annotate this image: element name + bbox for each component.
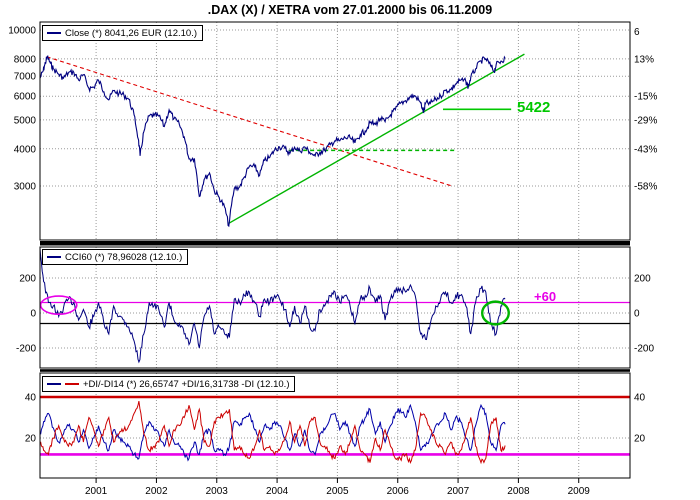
- di-y-left-label: 20: [25, 434, 37, 445]
- chart-title: .DAX (X) / XETRA vom 27.01.2000 bis 06.1…: [207, 3, 493, 17]
- di-y-right-label: 20: [634, 434, 646, 445]
- cci-line-sample-icon: [47, 256, 61, 258]
- di-line: [40, 400, 506, 465]
- minus-di-line-sample-icon: [65, 383, 79, 385]
- legend-price-label: Close (*) 8041,26 EUR (12.10.): [65, 27, 198, 39]
- x-axis-year-label: 2009: [568, 486, 591, 497]
- x-axis-year-label: 2008: [507, 486, 530, 497]
- legend-cci[interactable]: CCI60 (*) 78,96028 (12.10.): [42, 249, 189, 265]
- cci-level-annotation[interactable]: +60: [534, 289, 557, 304]
- legend-di-label: +DI/-DI14 (*) 26,65747 +DI/16,31738 -DI …: [83, 378, 290, 390]
- x-axis-year-label: 2005: [326, 486, 349, 497]
- cci-panel: [40, 248, 630, 364]
- cci-y-left-label: -200: [16, 344, 36, 355]
- legend-cci-label: CCI60 (*) 78,96028 (12.10.): [65, 251, 183, 263]
- price-y-left-label: 5000: [14, 115, 37, 126]
- close-line: [40, 55, 506, 228]
- price-panel-border: [39, 21, 631, 241]
- panel-separator: [40, 369, 630, 372]
- cci-highlight-ellipse-0[interactable]: [40, 295, 78, 316]
- cci-y-right-label: -200: [634, 344, 654, 355]
- legend-di[interactable]: +DI/-DI14 (*) 26,65747 +DI/16,31738 -DI …: [42, 376, 296, 392]
- cci60-line: [40, 248, 506, 364]
- legend-price[interactable]: Close (*) 8041,26 EUR (12.10.): [42, 25, 204, 41]
- x-axis-year-label: 2006: [387, 486, 410, 497]
- di-y-left-label: 40: [25, 393, 37, 404]
- cci-highlight-ellipse-1[interactable]: [480, 300, 510, 326]
- cci-y-right-label: 0: [634, 309, 640, 320]
- x-axis-year-label: 2004: [266, 486, 289, 497]
- axis-labels: 10000800070006000500040003000613%-15%-29…: [8, 26, 657, 498]
- price-level-annotation[interactable]: 5422: [517, 99, 551, 116]
- x-axis-year-label: 2003: [206, 486, 229, 497]
- di-y-right-label: 40: [634, 393, 646, 404]
- price-y-right-label: -15%: [634, 92, 657, 103]
- plus-di-line-sample-icon: [47, 383, 61, 385]
- price-y-left-label: 7000: [14, 72, 37, 83]
- price-y-left-label: 3000: [14, 182, 37, 193]
- price-y-left-label: 8000: [14, 54, 37, 65]
- gridlines: [40, 22, 630, 478]
- price-y-right-label: 13%: [634, 54, 654, 65]
- x-axis-year-label: 2002: [145, 486, 168, 497]
- +di-line: [40, 403, 506, 462]
- price-trendline-1[interactable]: [228, 53, 525, 224]
- price-y-right-label: -29%: [634, 115, 657, 126]
- di-panel: [40, 395, 630, 465]
- panel-frames: [39, 21, 631, 479]
- price-y-left-label: 6000: [14, 92, 37, 103]
- cci-y-left-label: 200: [19, 274, 36, 285]
- price-y-left-label: 4000: [14, 144, 37, 155]
- cci-y-right-label: 200: [634, 274, 651, 285]
- x-axis-year-label: 2007: [447, 486, 470, 497]
- price-panel: [40, 53, 525, 228]
- panel-separator: [40, 241, 630, 246]
- x-axis-year-label: 2001: [85, 486, 108, 497]
- cci-y-left-label: 0: [30, 309, 36, 320]
- close-line-sample-icon: [47, 32, 61, 34]
- di-panel-border: [39, 372, 631, 479]
- price-y-right-label: -43%: [634, 144, 657, 155]
- price-y-left-label: 10000: [8, 26, 36, 37]
- price-y-right-label: 6: [634, 27, 640, 38]
- price-trendline-0[interactable]: [46, 56, 453, 187]
- cci-panel-border: [39, 246, 631, 369]
- price-y-right-label: -58%: [634, 182, 657, 193]
